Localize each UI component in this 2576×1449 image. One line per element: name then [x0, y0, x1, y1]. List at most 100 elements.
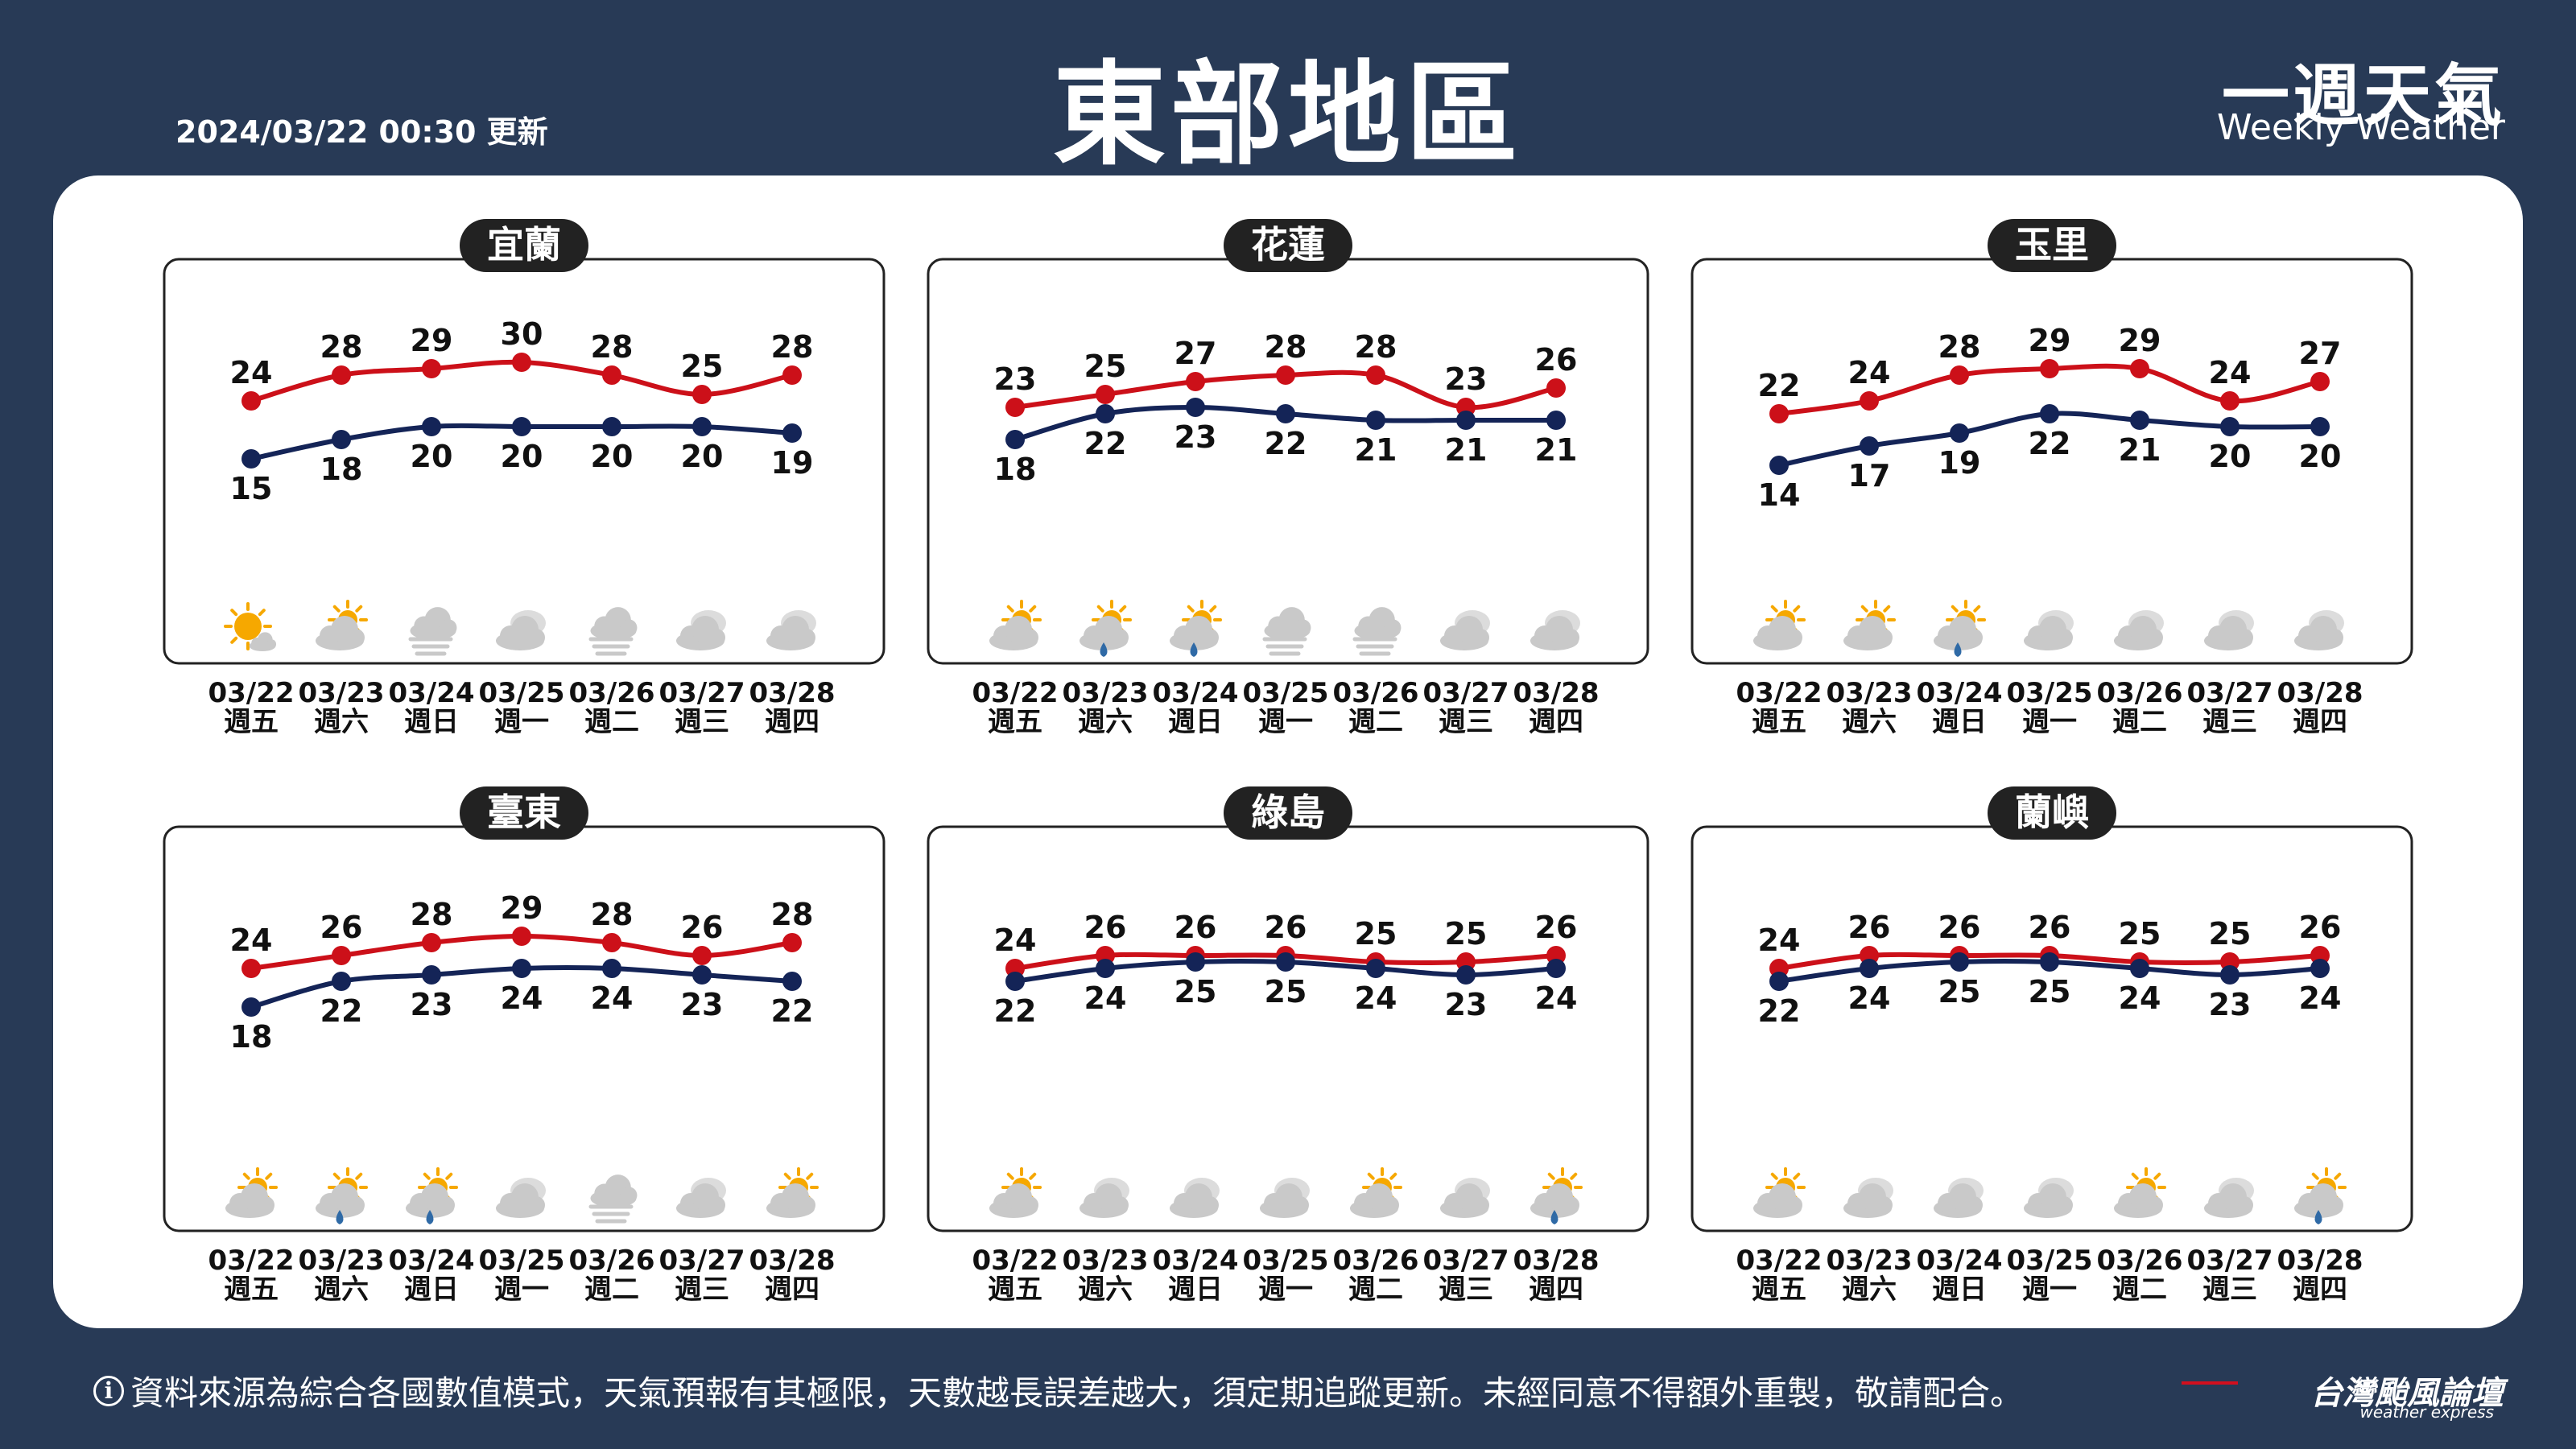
cloudy-icon [1170, 1178, 1220, 1218]
partly-cloudy-icon [1843, 600, 1896, 650]
low-temp-point [692, 965, 712, 985]
weekday-label: 週四 [1529, 1274, 1583, 1306]
cloudy-icon [1934, 1178, 1984, 1218]
weekday-label: 週一 [1258, 1274, 1313, 1306]
partly-cloudy-rain-icon [1080, 600, 1132, 657]
high-temp-point [1769, 404, 1789, 423]
location-title: 玉里 [2015, 223, 2089, 266]
location-title: 綠島 [1251, 791, 1325, 834]
high-temp-label: 28 [591, 329, 634, 365]
date-label: 03/25 [1242, 1245, 1328, 1277]
low-temp-point [1860, 436, 1879, 456]
low-temp-label: 21 [2119, 432, 2161, 468]
low-temp-label: 24 [501, 980, 543, 1016]
low-temp-label: 14 [1758, 477, 1801, 513]
weekday-label: 週三 [2202, 706, 2257, 738]
high-temp-point [1186, 372, 1205, 391]
high-temp-label: 25 [2119, 916, 2161, 952]
cloudy-icon [496, 1178, 546, 1218]
partly-cloudy-rain-icon [1530, 1167, 1583, 1224]
high-temp-label: 25 [2209, 916, 2252, 952]
cloudy-icon [2204, 1178, 2254, 1218]
location-pill [1224, 786, 1352, 840]
low-temp-label: 25 [1174, 974, 1217, 1009]
date-label: 03/24 [1916, 677, 2002, 709]
low-temp-label: 21 [1445, 432, 1488, 468]
weekday-label: 週日 [404, 1274, 459, 1306]
high-temp-label: 27 [2299, 336, 2342, 371]
high-temp-label: 24 [2209, 355, 2252, 390]
low-temp-label: 23 [2209, 987, 2252, 1022]
fog-cloud-icon [408, 607, 457, 656]
low-temp-point [1950, 423, 1969, 443]
low-temp-label: 22 [994, 993, 1037, 1029]
date-label: 03/24 [388, 1245, 474, 1277]
date-label: 03/25 [1242, 677, 1328, 709]
partly-cloudy-rain-icon [316, 1167, 368, 1224]
low-temp-point [2220, 417, 2240, 436]
high-temp-point [422, 359, 441, 378]
high-temp-label: 24 [1758, 923, 1801, 958]
cloudy-icon [1843, 1178, 1893, 1218]
low-temp-label: 19 [771, 445, 814, 481]
high-temp-point [602, 365, 621, 385]
low-temp-label: 24 [1084, 980, 1127, 1016]
weekday-label: 週五 [1752, 706, 1806, 738]
date-label: 03/25 [2006, 1245, 2092, 1277]
high-temp-point [422, 933, 441, 952]
brand-subtitle: Weekly Weather [2216, 107, 2505, 148]
low-temp-label: 24 [2299, 980, 2342, 1016]
cloudy-icon [766, 610, 816, 650]
date-label: 03/23 [1826, 677, 1912, 709]
weekday-label: 週一 [494, 706, 549, 738]
partly-cloudy-icon [2114, 1167, 2166, 1218]
low-temp-point [332, 430, 351, 449]
fog-cloud-icon [588, 607, 638, 656]
low-temp-point [332, 972, 351, 991]
low-temp-point [2040, 952, 2059, 972]
weekday-label: 週二 [584, 706, 639, 738]
high-temp-point [2220, 391, 2240, 411]
low-temp-point [1769, 456, 1789, 475]
chart-frame [1690, 825, 2413, 1232]
date-label: 03/22 [208, 677, 294, 709]
low-temp-point [692, 417, 712, 436]
low-temp-label: 20 [411, 439, 453, 474]
weekday-label: 週六 [1078, 1274, 1133, 1306]
date-label: 03/27 [2186, 677, 2273, 709]
weekday-label: 週六 [314, 1274, 369, 1306]
location-pill [1988, 219, 2116, 272]
fog-cloud-icon [1262, 607, 1311, 656]
low-temp-label: 23 [1445, 987, 1488, 1022]
high-temp-label: 29 [2029, 323, 2071, 358]
weekday-label: 週二 [1348, 706, 1403, 738]
cloudy-icon [1080, 1178, 1129, 1218]
high-temp-point [2310, 372, 2330, 391]
date-label: 03/25 [478, 1245, 564, 1277]
low-temp-label: 23 [411, 987, 453, 1022]
cloudy-icon [676, 610, 726, 650]
date-label: 03/24 [388, 677, 474, 709]
low-temp-label: 24 [1355, 980, 1397, 1016]
location-title: 蘭嶼 [2015, 791, 2089, 834]
partly-cloudy-icon [225, 1167, 278, 1218]
high-temp-label: 22 [1758, 368, 1801, 403]
high-temp-point [2130, 359, 2149, 378]
high-temp-label: 23 [1445, 361, 1488, 397]
high-temp-label: 26 [1535, 342, 1578, 378]
low-temp-label: 25 [1265, 974, 1307, 1009]
brand-title: 一週天氣 [2221, 56, 2505, 135]
weekday-label: 週六 [1842, 1274, 1897, 1306]
date-label: 03/28 [749, 677, 835, 709]
low-temp-label: 20 [591, 439, 634, 474]
partly-cloudy-icon [1753, 1167, 1806, 1218]
date-label: 03/22 [972, 677, 1058, 709]
low-temp-label: 20 [2299, 439, 2342, 474]
high-temp-point [1096, 385, 1115, 404]
partly-cloudy-icon [989, 1167, 1042, 1218]
high-temp-point [692, 946, 712, 965]
weekday-label: 週六 [1842, 706, 1897, 738]
